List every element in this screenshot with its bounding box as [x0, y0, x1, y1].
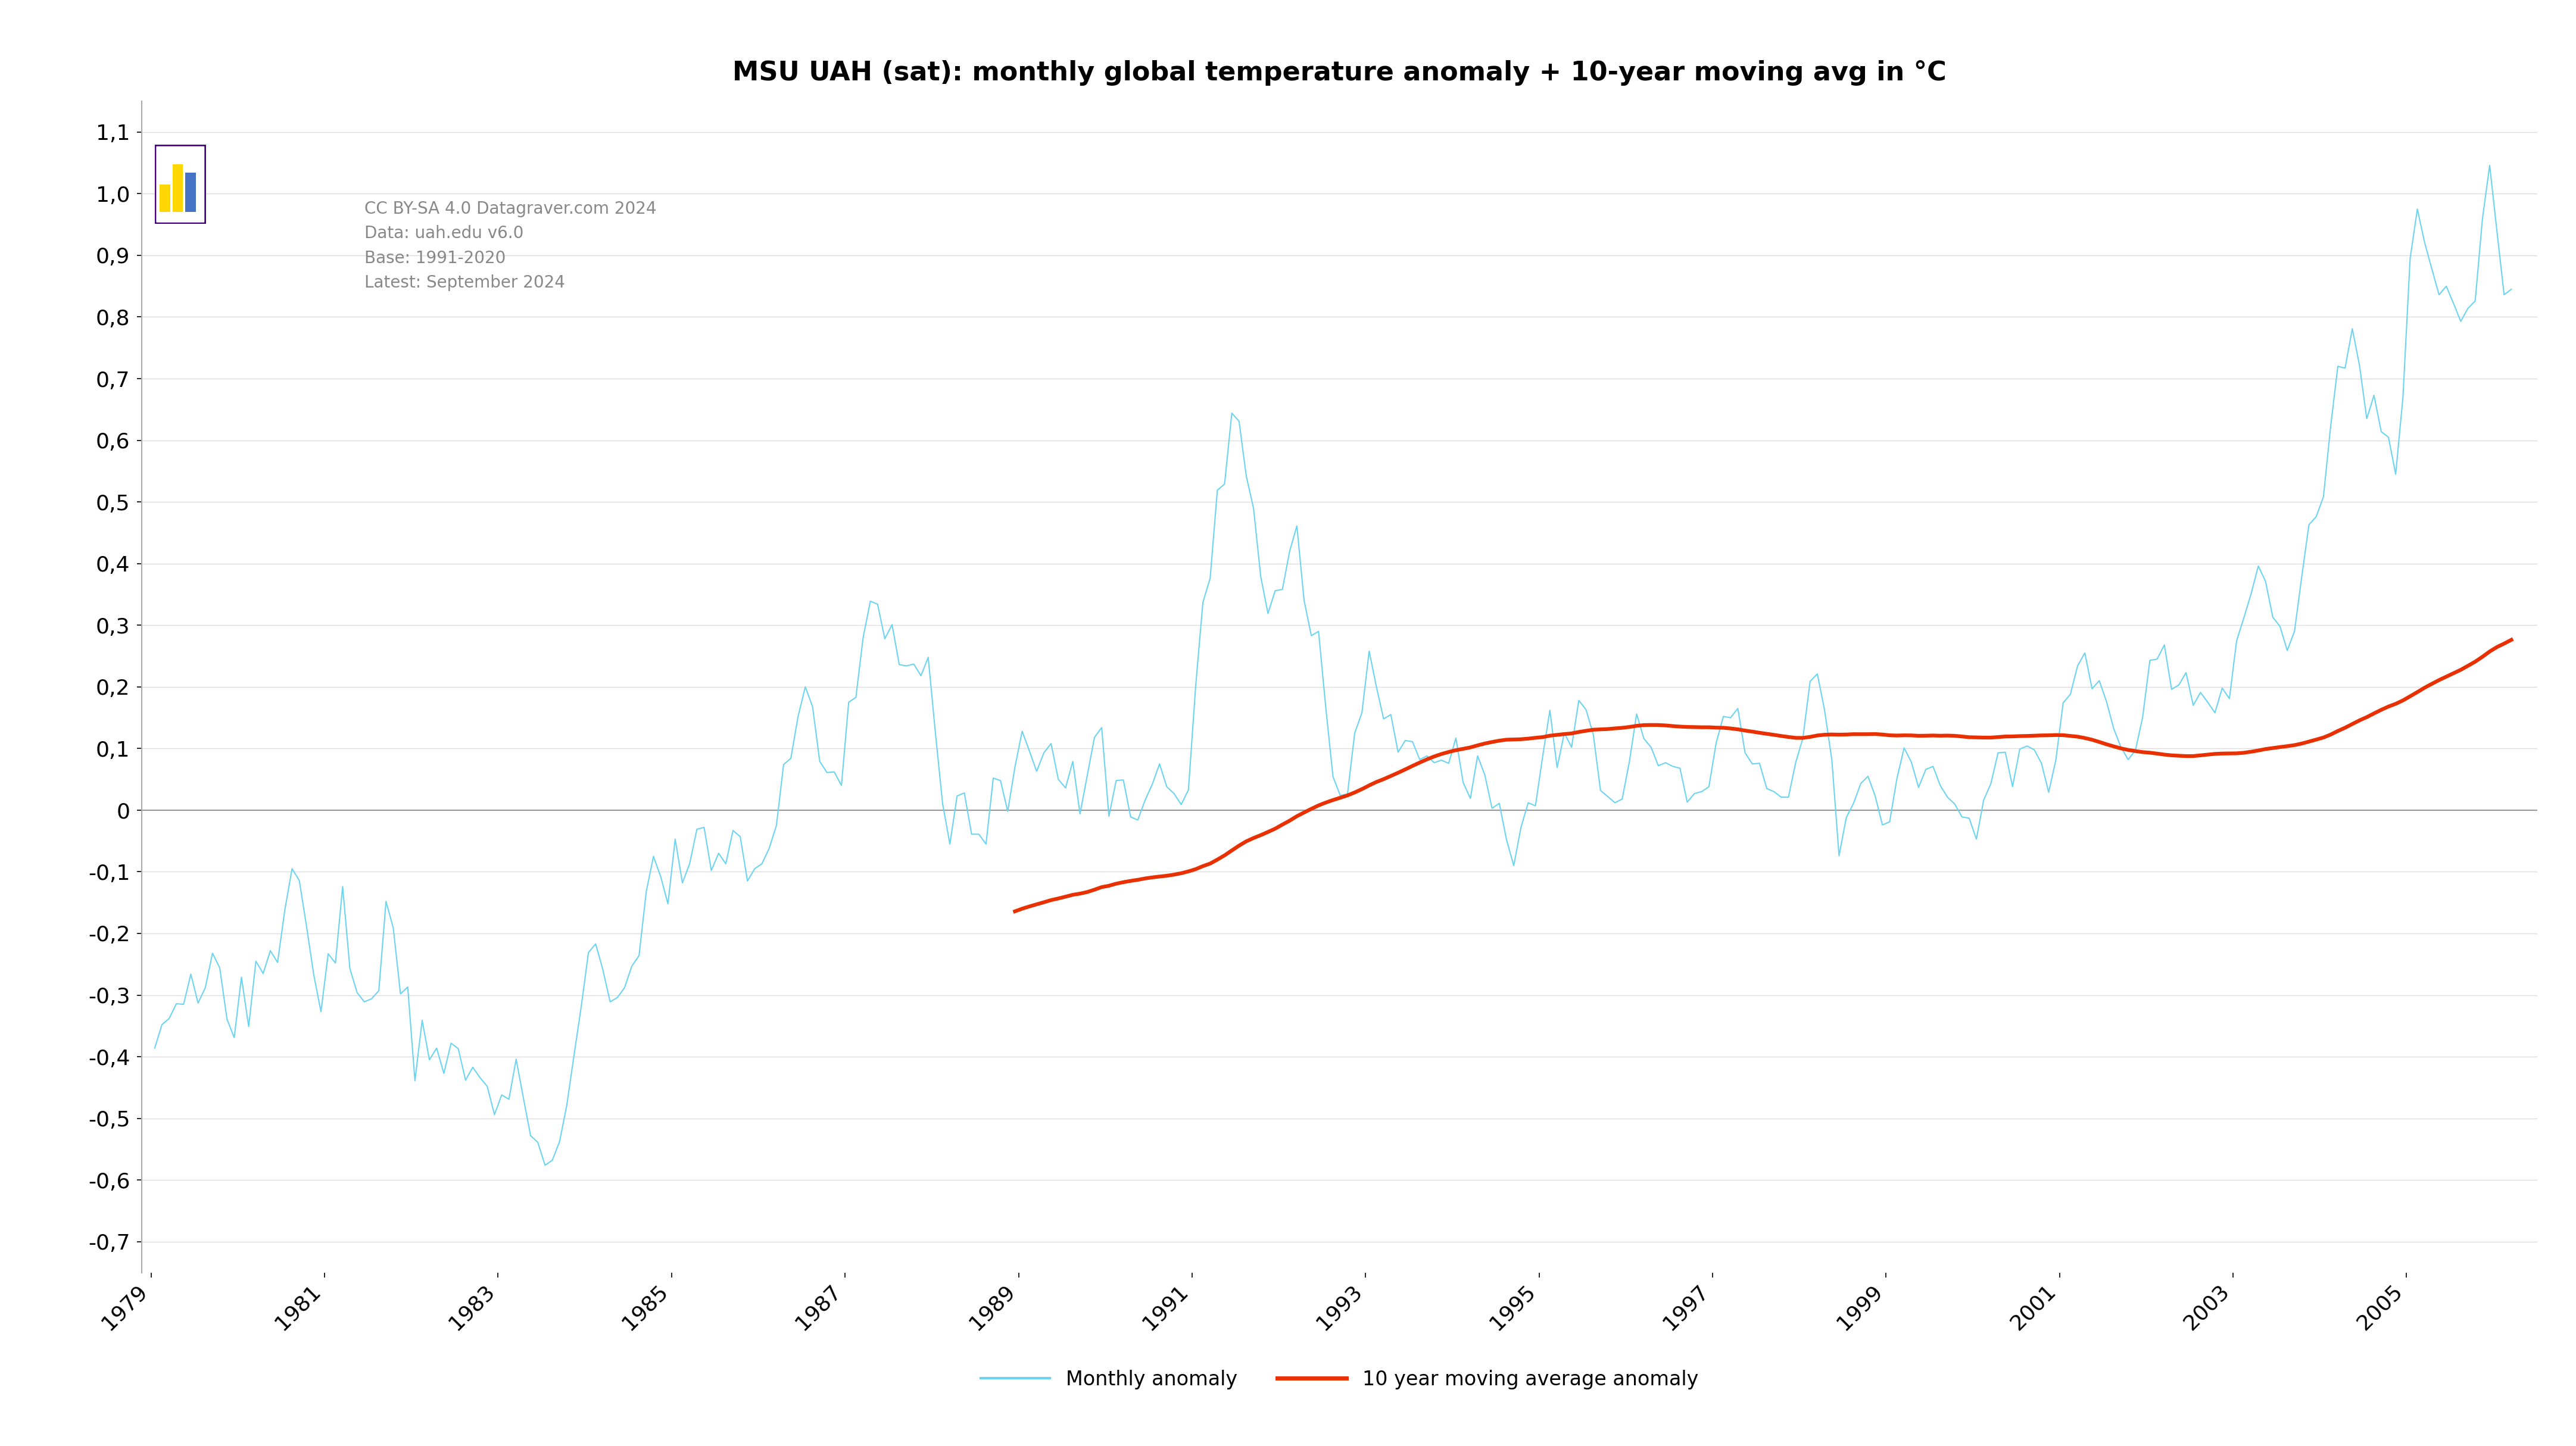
Bar: [160, 185, 170, 213]
Text: CC BY-SA 4.0 Datagraver.com 2024
Data: uah.edu v6.0
Base: 1991-2020
Latest: Sept: CC BY-SA 4.0 Datagraver.com 2024 Data: u…: [363, 201, 657, 291]
Bar: [185, 172, 196, 213]
Legend: Monthly anomaly, 10 year moving average anomaly: Monthly anomaly, 10 year moving average …: [974, 1362, 1705, 1397]
Title: MSU UAH (sat): monthly global temperature anomaly + 10-year moving avg in °C: MSU UAH (sat): monthly global temperatur…: [732, 61, 1947, 85]
Bar: [173, 165, 183, 213]
FancyBboxPatch shape: [155, 145, 206, 224]
